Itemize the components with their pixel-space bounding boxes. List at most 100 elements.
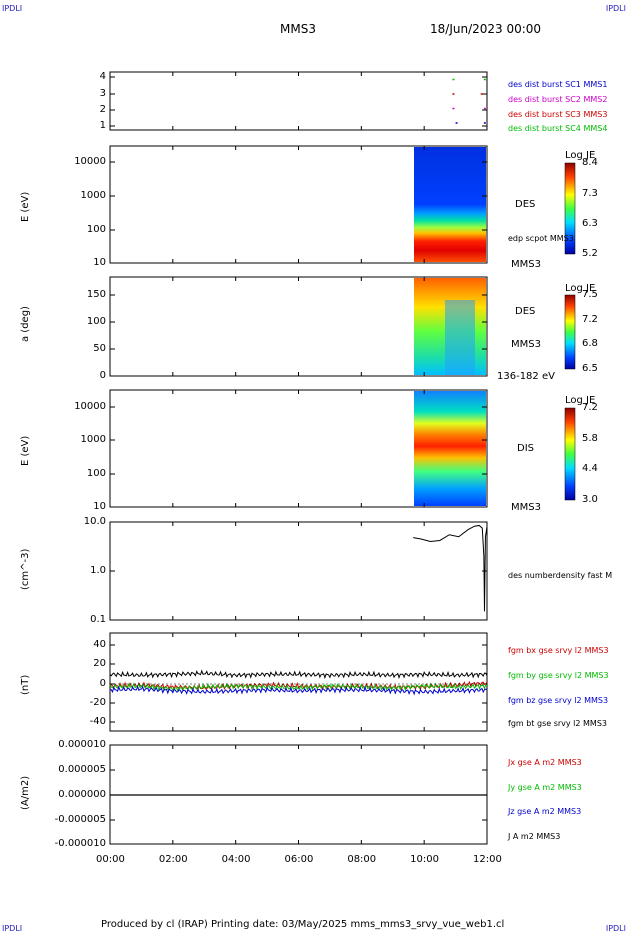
spacecraft-title: MMS3 — [280, 22, 316, 36]
des-pitch-colorbar — [564, 294, 576, 370]
bfield-trace — [109, 682, 488, 693]
dis-energy-spacecraft-label: MMS3 — [511, 502, 541, 513]
bfield-ytick-label: 0 — [99, 678, 106, 689]
density-ylabel: (cm^-3) — [20, 548, 31, 590]
burst-ytick-label: 3 — [99, 88, 106, 99]
dis-energy-ytick-label: 100 — [86, 468, 106, 479]
dis-energy-spectrogram — [414, 391, 486, 506]
bfield-label-bt: fgm bt gse srvy l2 MMS3 — [508, 719, 607, 728]
des-pitch-ytick-label: 100 — [86, 316, 106, 327]
des-pitch-energy-range: 136-182 eV — [497, 371, 555, 382]
current-label-jz: Jz gse A m2 MMS3 — [508, 807, 582, 816]
des-energy-spacecraft-label: MMS3 — [511, 259, 541, 270]
bfield-label-by: fgm by gse srvy l2 MMS3 — [508, 671, 609, 680]
density-ytick-label: 10.0 — [83, 516, 106, 527]
time-tick-label: 04:00 — [221, 854, 251, 865]
dis-energy-ytick-label: 1000 — [80, 434, 106, 445]
des-pitch-colorbar-tick: 6.8 — [582, 338, 598, 349]
density-ytick-label: 1.0 — [90, 565, 106, 576]
dis-energy-ytick-label: 10000 — [74, 401, 106, 412]
burst-marker — [452, 107, 455, 110]
burst-ytick-label: 1 — [99, 120, 106, 131]
bfield-trace — [109, 685, 488, 696]
dis-energy-ytick-label: 10 — [93, 501, 106, 512]
bfield-label-bx: fgm bx gse srvy l2 MMS3 — [508, 646, 609, 655]
burst-ytick-label: 2 — [99, 104, 106, 115]
time-tick-label: 12:00 — [473, 854, 502, 865]
edp-scpot-label: edp scpot MMS3 — [508, 234, 574, 243]
dis-energy-colorbar — [564, 407, 576, 501]
des-energy-ylabel: E (eV) — [20, 191, 31, 222]
des-pitch-spacecraft-label: MMS3 — [511, 339, 541, 350]
corner-label-top-right: IPDLI — [605, 4, 626, 13]
density-series-label: des numberdensity fast M — [508, 571, 613, 580]
des-energy-ytick-label: 1000 — [80, 190, 106, 201]
burst-marker — [452, 78, 455, 81]
bfield-ytick-label: 20 — [93, 658, 106, 669]
current-ytick-label: 0.000005 — [58, 764, 106, 775]
current-ylabel: (A/m2) — [20, 775, 31, 810]
corner-label-bottom-right: IPDLI — [605, 924, 626, 933]
dis-energy-colorbar-tick: 7.2 — [582, 402, 598, 413]
bfield-ytick-label: -20 — [89, 697, 106, 708]
burst-ytick-label: 4 — [99, 71, 106, 82]
date-title: 18/Jun/2023 00:00 — [430, 22, 542, 36]
des-energy-colorbar-tick: 8.4 — [582, 157, 598, 168]
des-pitch-colorbar-tick: 7.5 — [582, 289, 598, 300]
burst-label-mms4: des dist burst SC4 MMS4 — [508, 124, 608, 133]
des-energy-colorbar-tick: 7.3 — [582, 188, 598, 199]
dis-energy-ylabel: E (eV) — [20, 435, 31, 466]
des-energy-colorbar-tick: 6.3 — [582, 218, 598, 229]
time-tick-label: 10:00 — [410, 854, 439, 865]
dis-energy-colorbar-title: Log JE — [565, 395, 596, 406]
current-ytick-label: 0.000010 — [58, 739, 106, 750]
density-ytick-label: 0.1 — [90, 614, 106, 625]
dis-energy-side-label: DIS — [517, 443, 534, 454]
des-energy-side-label: DES — [515, 199, 536, 210]
bfield-ytick-label: -40 — [89, 716, 106, 727]
des-pitch-ytick-label: 150 — [86, 289, 106, 300]
des-pitch-ytick-label: 0 — [99, 370, 106, 381]
dis-energy-colorbar-tick: 5.8 — [582, 433, 598, 444]
des-pitch-side-label: DES — [515, 306, 536, 317]
time-tick-label: 00:00 — [96, 854, 125, 865]
des-energy-spectrogram — [414, 147, 486, 262]
burst-marker — [483, 122, 486, 124]
des-energy-ytick-label: 100 — [86, 224, 106, 235]
des-energy-colorbar-tick: 5.2 — [582, 248, 598, 259]
burst-marker — [483, 78, 486, 81]
des-energy-ytick-label: 10000 — [74, 156, 106, 167]
bfield-trace — [109, 669, 488, 680]
bfield-ytick-label: 40 — [93, 639, 106, 650]
current-ytick-label: -0.000010 — [54, 838, 106, 849]
des-energy-ytick-label: 10 — [93, 257, 106, 268]
bfield-ylabel: (nT) — [20, 674, 31, 695]
time-tick-label: 02:00 — [158, 854, 188, 865]
time-tick-label: 06:00 — [284, 854, 314, 865]
des-energy-colorbar — [564, 162, 576, 255]
dis-energy-colorbar-tick: 3.0 — [582, 494, 598, 505]
bfield-label-bz: fgm bz gse srvy l2 MMS3 — [508, 696, 609, 705]
des-pitch-colorbar-tick: 7.2 — [582, 314, 598, 325]
corner-label-top-left: IPDLI — [2, 4, 23, 13]
burst-marker — [480, 93, 483, 95]
current-label-j: J A m2 MMS3 — [508, 832, 561, 841]
current-ytick-label: -0.000005 — [54, 814, 106, 825]
des-energy-colorbar-title: Log JE — [565, 150, 596, 161]
current-label-jy: Jy gse A m2 MMS3 — [508, 783, 582, 792]
current-ytick-label: 0.000000 — [58, 789, 106, 800]
pitch-spectrogram-low-patch — [445, 300, 475, 375]
burst-panel-frame — [109, 71, 488, 131]
des-pitch-colorbar-title: Log JE — [565, 283, 596, 294]
density-trace — [413, 524, 488, 612]
burst-marker — [455, 122, 458, 124]
bfield-panel-frame — [109, 632, 488, 732]
des-pitch-colorbar-tick: 6.5 — [582, 363, 598, 374]
burst-label-mms3: des dist burst SC3 MMS3 — [508, 110, 608, 119]
density-panel-frame — [109, 521, 488, 621]
burst-marker — [452, 93, 455, 95]
des-pitch-ytick-label: 50 — [93, 343, 106, 354]
time-tick-label: 08:00 — [347, 854, 377, 865]
burst-marker — [483, 107, 486, 110]
